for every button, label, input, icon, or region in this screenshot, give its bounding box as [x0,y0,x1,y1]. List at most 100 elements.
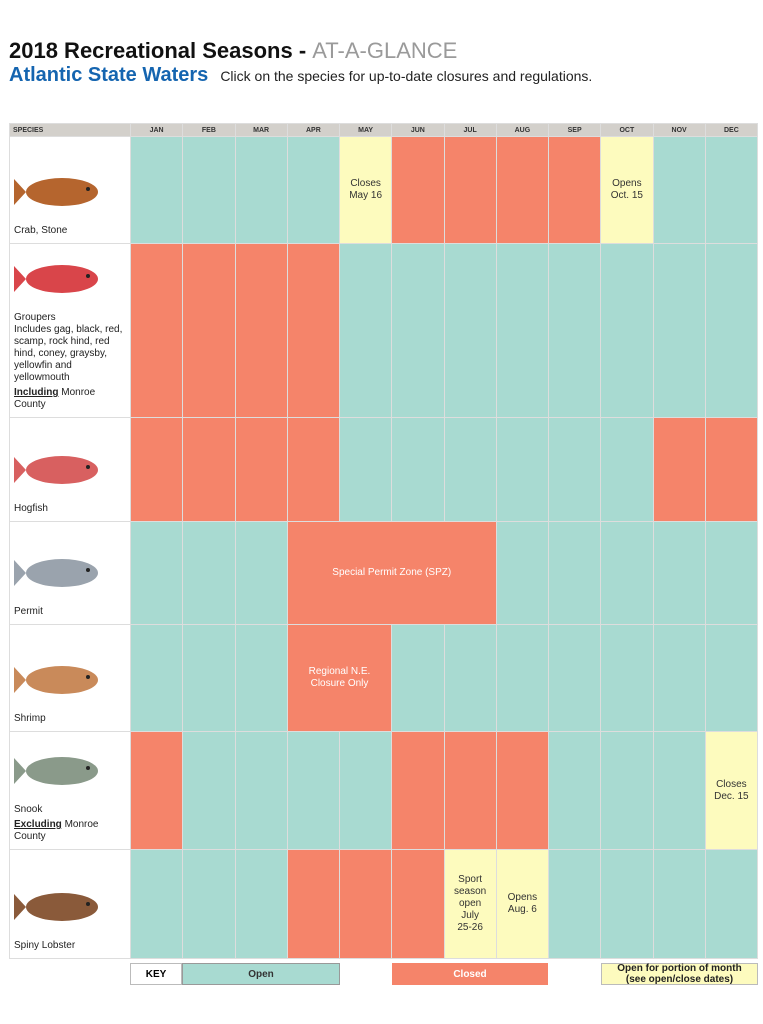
season-cell [600,849,654,959]
season-cell [129,624,184,732]
season-cell [182,243,236,418]
month-header: JUL [443,123,497,137]
title: 2018 Recreational Seasons - AT-A-GLANCE [9,38,457,64]
season-cell [547,521,602,625]
season-cell [547,417,602,522]
season-cell [129,521,184,625]
species-icon [14,178,98,206]
season-cell [652,624,706,732]
species-name: Crab, Stone [14,225,68,236]
season-cell [286,136,341,244]
species-row: Snook Excluding Monroe County Closes Dec. 1… [9,731,759,850]
season-cell [547,243,602,418]
season-cell [182,624,236,732]
season-cell [129,849,184,959]
cell-text: Oct. 15 [610,190,643,201]
season-cell [600,731,654,850]
cell-text: Sport [458,874,483,885]
season-cell [652,521,706,625]
season-cell [338,417,393,522]
season-cell: Opens Aug. 6 [495,849,550,959]
species-row: Groupers Includes gag, black, red, scamp,… [9,243,759,418]
cell-text: Closure Only [310,678,369,689]
cell-text: Closes [716,778,747,790]
cell-text: 25-26 [457,922,483,933]
season-cell [600,521,654,625]
cell-text: Opens [612,178,642,189]
subtitle: Atlantic State Waters [9,64,209,86]
season-cell: Opens Oct. 15 [600,136,654,244]
month-header: APR [286,123,341,137]
season-cell [652,417,706,522]
species-note: Excluding Monroe County [14,819,126,843]
species-cell[interactable]: Permit [9,521,131,625]
season-cell [652,243,706,418]
species-cell[interactable]: Snook Excluding Monroe County [9,731,131,850]
season-cell: Special Permit Zone (SPZ) [286,521,497,625]
season-cell [652,849,706,959]
season-cell [182,417,236,522]
species-note: Including Monroe County [14,387,126,411]
season-cell [234,243,288,418]
cell-text: Aug. 6 [507,904,537,915]
season-cell [495,243,550,418]
season-cell [495,624,550,732]
species-icon [14,757,98,785]
key-title: KEY [130,963,182,985]
season-cell [391,624,445,732]
season-cell [129,136,184,244]
key-partial-line: Open for portion of month [617,963,742,974]
species-name: Groupers [14,312,56,323]
season-cell [495,731,550,850]
season-cell [286,417,341,522]
season-cell [338,849,393,959]
month-header: JAN [129,123,184,137]
note-rest: Monroe County [14,819,99,842]
cell-text: Special Permit Zone (SPZ) [332,567,452,578]
season-cell [547,849,602,959]
species-header: SPECIES [9,123,131,137]
cell-text: open [459,898,482,909]
season-cell [182,731,236,850]
month-header: NOV [652,123,706,137]
season-cell [547,136,602,244]
species-row: Spiny Lobster Sport season open July 25-26 Ope… [9,849,759,959]
species-icon [14,265,98,293]
month-header: JUN [391,123,445,137]
season-cell [391,849,445,959]
month-header: AUG [495,123,550,137]
season-cell: Closes Dec. 15 [704,731,759,850]
species-icon [14,893,98,921]
title-accent: AT-A-GLANCE [312,38,458,63]
species-cell[interactable]: Crab, Stone [9,136,131,244]
season-cell [286,243,341,418]
season-cell [704,521,759,625]
season-cell [129,731,184,850]
season-cell [600,243,654,418]
season-cell [182,136,236,244]
species-row: Permit Special Permit Zone (SPZ) [9,521,759,625]
season-cell [704,243,759,418]
species-icon [14,666,98,694]
season-cell [286,849,341,959]
species-cell[interactable]: Hogfish [9,417,131,522]
season-cell [652,136,706,244]
season-cell [182,849,236,959]
species-name: Hogfish [14,503,48,514]
key-closed: Closed [392,963,548,985]
cell-text: season [454,886,487,897]
cell-text: Opens [507,892,538,903]
season-cell: Closes May 16 [338,136,393,244]
season-cell: Regional N.E. Closure Only [286,624,393,732]
species-detail: Includes gag, black, red, scamp, rock hi… [14,324,123,383]
season-cell [234,849,288,959]
subtitle-line: Atlantic State Waters Click on the specie… [9,64,592,87]
species-cell[interactable]: Groupers Includes gag, black, red, scamp,… [9,243,131,418]
season-cell [443,136,497,244]
species-cell[interactable]: Spiny Lobster [9,849,131,959]
cell-text: May 16 [349,190,383,201]
key-partial: Open for portion of month (see open/close… [601,963,758,985]
season-cell [443,417,497,522]
species-cell[interactable]: Shrimp [9,624,131,732]
